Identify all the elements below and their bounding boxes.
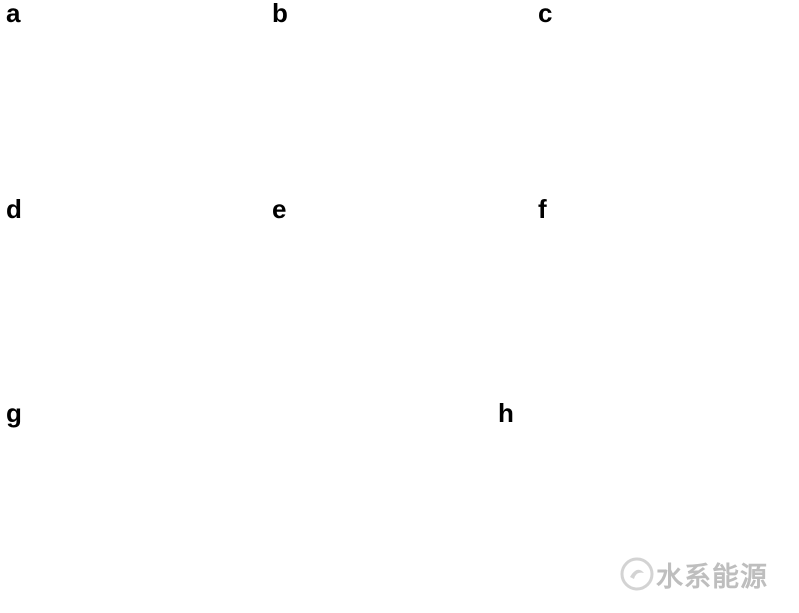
watermark-logo-icon bbox=[620, 557, 654, 591]
panel-letter-e: e bbox=[272, 194, 287, 224]
panel-h: h bbox=[492, 400, 799, 613]
panel-e: e bbox=[266, 196, 532, 400]
watermark: 水系能源 bbox=[618, 550, 798, 598]
panel-d: d bbox=[0, 196, 266, 400]
panel-f: f bbox=[532, 196, 799, 400]
panel-letter-c: c bbox=[538, 0, 553, 28]
watermark-text: 水系能源 bbox=[656, 561, 768, 592]
panel-letter-h: h bbox=[498, 398, 514, 428]
panel-g: g bbox=[0, 400, 492, 613]
panel-letter-d: d bbox=[6, 194, 22, 224]
panel-c: c bbox=[532, 0, 799, 196]
panel-b: b bbox=[266, 0, 532, 196]
panel-letter-g: g bbox=[6, 398, 22, 428]
panel-letter-b: b bbox=[272, 0, 288, 28]
panel-letter-f: f bbox=[538, 194, 547, 224]
panel-a: a bbox=[0, 0, 266, 196]
panel-letter-a: a bbox=[6, 0, 21, 28]
